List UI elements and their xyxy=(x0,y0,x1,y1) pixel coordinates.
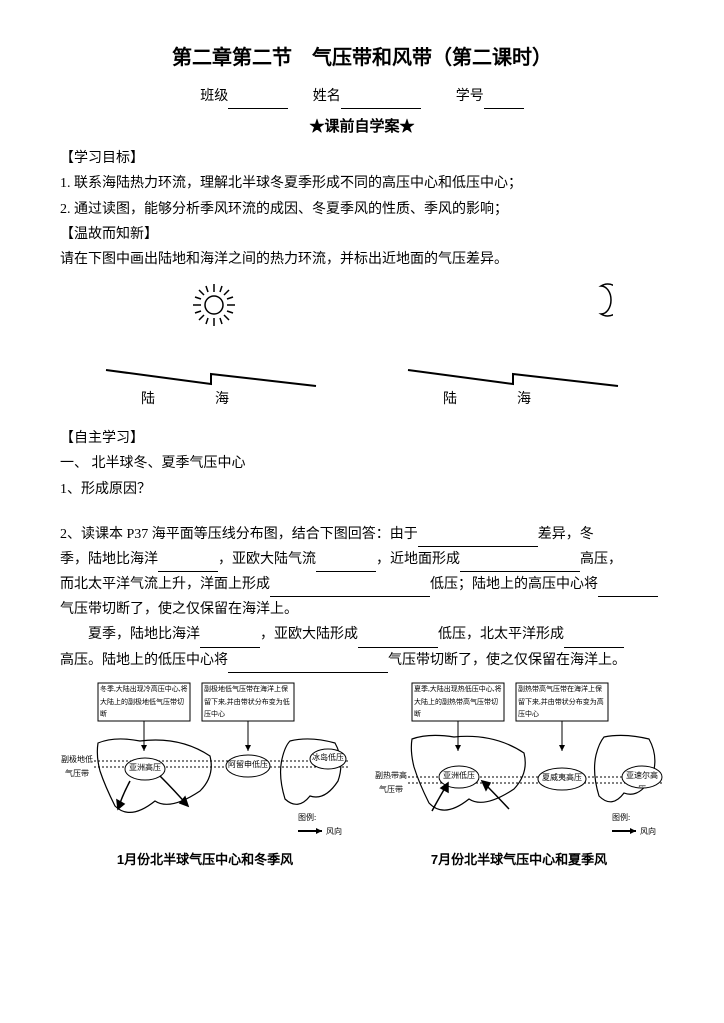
class-label: 班级 xyxy=(200,89,228,104)
summer-line1: 夏季，陆地比海洋 ，亚欧大陆形成 低压，北太平洋形成 xyxy=(60,622,664,647)
sun-icon xyxy=(191,282,237,328)
q2-text-i: 气压带切断了，使之仅保留在海洋上。 xyxy=(60,602,298,617)
map1-box1-text: 冬季,大陆出现冷高压中心,将大陆上的副极地低气压带切断 xyxy=(100,683,188,721)
star-section-heading: ★课前自学案★ xyxy=(60,113,664,140)
land-label: 陆 xyxy=(443,387,457,412)
sea-label: 海 xyxy=(517,387,531,412)
sum-text-a: 夏季，陆地比海洋 xyxy=(88,627,200,642)
q2-text-a: 2、读课本 P37 海平面等压线分布图，结合下图回答：由于 xyxy=(60,527,418,542)
goal-1: 1. 联系海陆热力环流，理解北半球冬夏季形成不同的高压中心和低压中心； xyxy=(60,171,664,196)
map1-c1-label: 亚洲高压 xyxy=(127,761,163,775)
goal-2: 2. 通过读图，能够分析季风环流的成因、冬夏季风的性质、季风的影响； xyxy=(60,197,664,222)
map2-band-label: 副热带高气压带 xyxy=(374,769,408,798)
moon-icon xyxy=(583,282,613,318)
map2-legend-arrow-label: 风向 xyxy=(640,825,664,837)
page-title: 第二章第二节 气压带和风带（第二课时） xyxy=(60,40,664,76)
january-map: 冬季,大陆出现冷高压中心,将大陆上的副极地低气压带切断 副极地低气压带在海洋上保… xyxy=(60,681,350,871)
student-info-line: 班级 姓名 学号 xyxy=(60,84,664,109)
fill-blank[interactable] xyxy=(270,579,430,597)
map2-c2-label: 夏威夷高压 xyxy=(540,771,584,785)
name-blank[interactable] xyxy=(341,91,421,109)
review-text: 请在下图中画出陆地和海洋之间的热力环流，并标出近地面的气压差异。 xyxy=(60,247,664,272)
map1-box2-text: 副极地低气压带在海洋上保留下来,并由带状分布变为低压中心 xyxy=(204,683,292,721)
map1-band-label: 副极地低气压带 xyxy=(60,753,94,782)
goals-heading: 【学习目标】 xyxy=(60,146,664,171)
q2-text-d: ，亚欧大陆气流 xyxy=(218,552,316,567)
sum-text-d: 高压。陆地上的低压中心将 xyxy=(60,653,228,668)
id-label: 学号 xyxy=(456,89,484,104)
question-2-line1: 2、读课本 P37 海平面等压线分布图，结合下图回答：由于 差异，冬 xyxy=(60,522,664,547)
q2-text-b: 差异，冬 xyxy=(538,527,594,542)
map2-box2-text: 副热带高气压带在海洋上保留下来,并由带状分布变为高压中心 xyxy=(518,683,606,721)
map2-box1-text: 夏季,大陆出现热低压中心,将大陆上的副热带高气压带切断 xyxy=(414,683,502,721)
fill-blank[interactable] xyxy=(418,529,538,547)
fill-blank[interactable] xyxy=(564,630,624,648)
july-map-caption: 7月份北半球气压中心和夏季风 xyxy=(374,848,664,871)
thermal-circulation-diagram: 陆 海 陆 海 xyxy=(60,282,664,412)
q2-text-g: 而北太平洋气流上升，洋面上形成 xyxy=(60,577,270,592)
january-map-svg: 冬季,大陆出现冷高压中心,将大陆上的副极地低气压带切断 副极地低气压带在海洋上保… xyxy=(60,681,350,846)
map2-c3-label: 亚速尔高压 xyxy=(624,769,660,787)
question-1: 1、形成原因？ xyxy=(60,477,664,502)
fill-blank[interactable] xyxy=(460,554,580,572)
night-diagram: 陆 海 xyxy=(403,282,623,412)
fill-blank[interactable] xyxy=(228,655,388,673)
question-2-line2: 季，陆地比海洋 ，亚欧大陆气流 ，近地面形成 高压， xyxy=(60,547,664,572)
land-label: 陆 xyxy=(141,387,155,412)
january-map-caption: 1月份北半球气压中心和冬季风 xyxy=(60,848,350,871)
question-2-line4: 气压带切断了，使之仅保留在海洋上。 xyxy=(60,597,664,622)
map1-c3-label: 冰岛低压 xyxy=(312,751,344,765)
sum-text-e: 气压带切断了，使之仅保留在海洋上。 xyxy=(388,653,626,668)
fill-blank[interactable] xyxy=(316,554,376,572)
q2-text-e: ，近地面形成 xyxy=(376,552,460,567)
july-map-svg: 夏季,大陆出现热低压中心,将大陆上的副热带高气压带切断 副热带高气压带在海洋上保… xyxy=(374,681,664,846)
class-blank[interactable] xyxy=(228,91,288,109)
map2-legend-label: 图例: xyxy=(612,811,642,823)
q2-text-f: 高压， xyxy=(580,552,622,567)
fill-blank[interactable] xyxy=(158,554,218,572)
fill-blank[interactable] xyxy=(200,630,260,648)
id-blank[interactable] xyxy=(484,91,524,109)
summer-line2: 高压。陆地上的低压中心将 气压带切断了，使之仅保留在海洋上。 xyxy=(60,648,664,673)
sea-label: 海 xyxy=(215,387,229,412)
maps-row: 冬季,大陆出现冷高压中心,将大陆上的副极地低气压带切断 副极地低气压带在海洋上保… xyxy=(60,681,664,871)
july-map: 夏季,大陆出现热低压中心,将大陆上的副热带高气压带切断 副热带高气压带在海洋上保… xyxy=(374,681,664,871)
review-heading: 【温故而知新】 xyxy=(60,222,664,247)
map2-c1-label: 亚洲低压 xyxy=(441,769,477,783)
sum-text-b: ，亚欧大陆形成 xyxy=(260,627,358,642)
subheading-1: 一、 北半球冬、夏季气压中心 xyxy=(60,451,664,476)
self-study-heading: 【自主学习】 xyxy=(60,426,664,451)
fill-blank[interactable] xyxy=(358,630,438,648)
day-diagram: 陆 海 xyxy=(101,282,321,412)
name-label: 姓名 xyxy=(313,89,341,104)
q2-text-h: 低压；陆地上的高压中心将 xyxy=(430,577,598,592)
sum-text-c: 低压，北太平洋形成 xyxy=(438,627,564,642)
fill-blank[interactable] xyxy=(598,579,658,597)
map1-legend-label: 图例: xyxy=(298,811,328,823)
q2-text-c: 季，陆地比海洋 xyxy=(60,552,158,567)
map1-legend-arrow-label: 风向 xyxy=(326,825,350,837)
question-2-line3: 而北太平洋气流上升，洋面上形成 低压；陆地上的高压中心将 xyxy=(60,572,664,597)
map1-c2-label: 阿留申低压 xyxy=(228,758,268,772)
